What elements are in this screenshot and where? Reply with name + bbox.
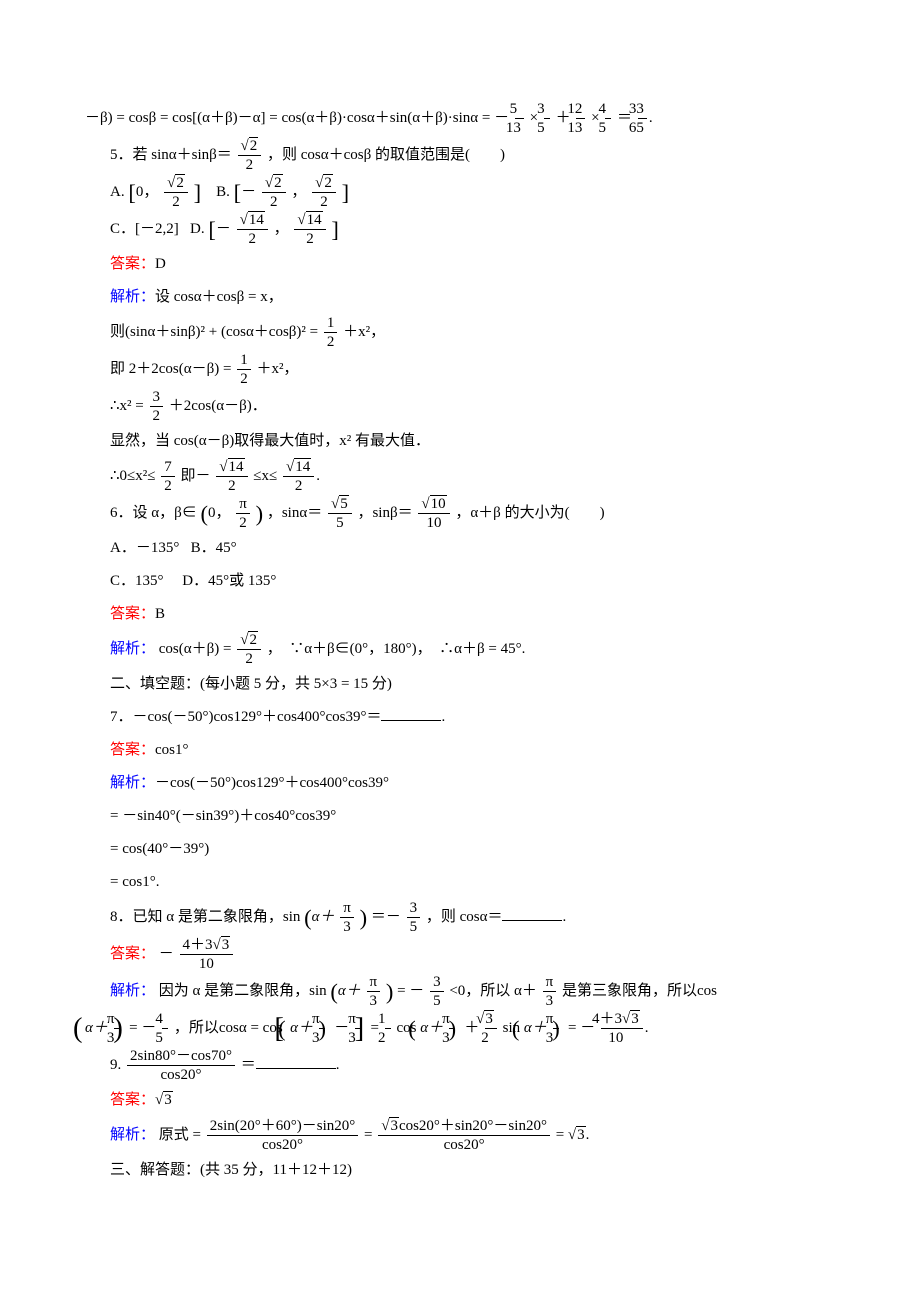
q5-jx-1: 解析：设 cosα＋cosβ = x，: [110, 281, 810, 314]
frac-4-5: 45: [605, 100, 611, 137]
answer-label: 答案：: [110, 256, 155, 272]
q6-stem: 6．设 α，β∈ (0， π2 ) ，sinα＝ √55 ，sinβ＝ √101…: [110, 495, 810, 532]
q8-jx-2: (α＋ π3 ) = － 45 ，所以cosα = cos [ (α＋ π3 )…: [85, 1010, 810, 1047]
q5-opt-cd: C．[－2,2] D. [－ √142 ， √142 ]: [110, 211, 810, 248]
q5-stem: 5．若 sinα＋sinβ＝ √22 ，则 cosα＋cosβ 的取值范围是( …: [110, 137, 810, 174]
q7-jx-3: = cos(40°－39°): [110, 833, 810, 866]
q6-answer: 答案：B: [110, 598, 810, 631]
q5-jx-6: ∴0≤x²≤ 72 即－ √142 ≤x≤ √142.: [110, 458, 810, 495]
answer-label: 答案：: [110, 1092, 155, 1108]
q5-jx-3: 即 2＋2cos(α－β) = 12 ＋x²，: [110, 351, 810, 388]
frac-3-5: 35: [544, 100, 550, 137]
analysis-label: 解析：: [110, 289, 155, 305]
answer-label: 答案：: [110, 742, 155, 758]
q8-jx-1: 解析： 因为 α 是第二象限角，sin (α＋ π3 ) = － 35 <0，所…: [110, 973, 810, 1010]
analysis-label: 解析：: [110, 641, 155, 657]
q9-answer: 答案：√3: [110, 1084, 810, 1117]
q7-stem: 7．－cos(－50°)cos129°＋cos400°cos39°＝.: [110, 701, 810, 734]
q4-cont: －β) = cosβ = cos[(α＋β)－α] = cos(α＋β)·cos…: [85, 100, 810, 137]
frac-sqrt2-2: √22: [238, 137, 262, 174]
section-2-header: 二、填空题：(每小题 5 分，共 5×3 = 15 分): [110, 668, 810, 701]
q7-jx-2: = －sin40°(－sin39°)＋cos40°cos39°: [110, 800, 810, 833]
q4-cont-text: －β) = cosβ = cos[(α＋β)－α] = cos(α＋β)·cos…: [85, 110, 509, 126]
q5-jx-5: 显然，当 cos(α－β)取得最大值时，x² 有最大值．: [110, 425, 810, 458]
blank-underline: [502, 905, 562, 921]
q6-opt-cd: C．135° D．45°或 135°: [110, 565, 810, 598]
blank-underline: [381, 705, 441, 721]
q6-opt-ab: A．－135° B．45°: [110, 532, 810, 565]
q6-jx: 解析： cos(α＋β) = √22 ， ∵α＋β∈(0°，180°)， ∴α＋…: [110, 631, 810, 668]
frac-33-65: 3365: [638, 100, 647, 137]
section-3-header: 三、解答题：(共 35 分，11＋12＋12): [110, 1154, 810, 1187]
q7-jx-1: 解析：－cos(－50°)cos129°＋cos400°cos39°: [110, 767, 810, 800]
q8-answer: 答案： － 4＋3√310: [110, 936, 810, 973]
blank-underline: [256, 1053, 336, 1069]
q5-jx-2: 则(sinα＋sinβ)² + (cosα＋cosβ)² = 12 ＋x²，: [110, 314, 810, 351]
analysis-label: 解析：: [110, 1127, 155, 1143]
frac-12-13: 1213: [576, 100, 585, 137]
frac-5-13: 513: [515, 100, 524, 137]
q5-answer: 答案：D: [110, 248, 810, 281]
q9-jx: 解析： 原式 = 2sin(20°＋60°)－sin20°cos20° = √3…: [110, 1117, 810, 1154]
analysis-label: 解析：: [110, 775, 155, 791]
answer-label: 答案：: [110, 606, 155, 622]
analysis-label: 解析：: [110, 983, 155, 999]
q9-stem: 9. 2sin80°－cos70°cos20° ＝.: [110, 1047, 810, 1084]
q7-jx-4: = cos1°.: [110, 866, 810, 899]
q8-stem: 8．已知 α 是第二象限角，sin (α＋ π3 ) ＝－ 35 ，则 cosα…: [110, 899, 810, 936]
q5-jx-4: ∴x² = 32 ＋2cos(α－β)．: [110, 388, 810, 425]
q5-opt-ab: A. [0， √22 ] B. [－ √22 ， √22 ]: [110, 174, 810, 211]
answer-label: 答案：: [110, 946, 155, 962]
q7-answer: 答案：cos1°: [110, 734, 810, 767]
